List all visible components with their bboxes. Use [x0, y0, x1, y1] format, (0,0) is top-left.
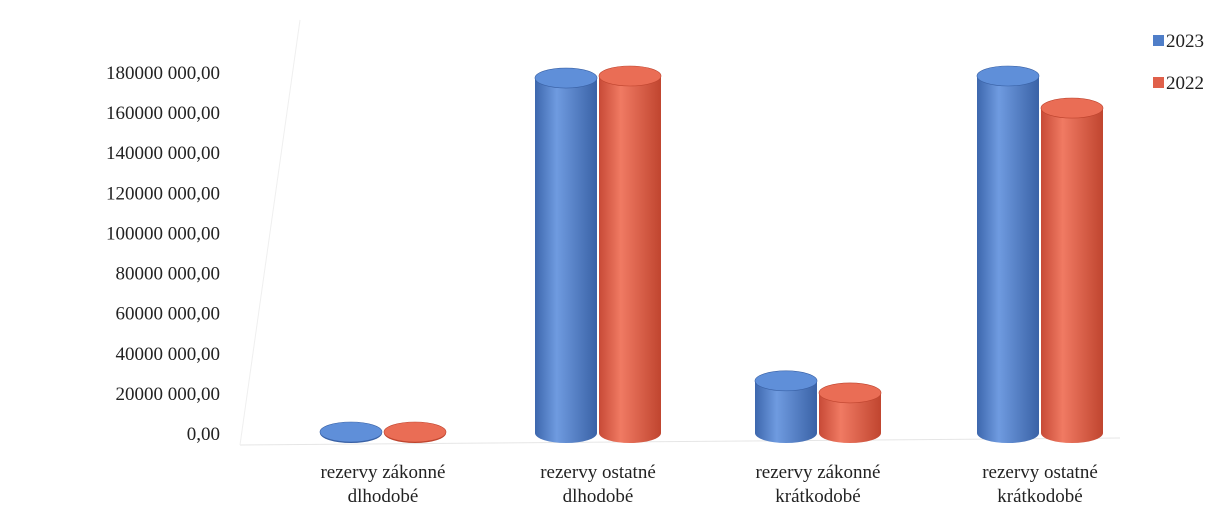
- bar-2022: [383, 421, 447, 443]
- y-axis: 0,00 20000 000,00 40000 000,00 60000 000,00…: [106, 63, 220, 445]
- bar-top: [818, 382, 882, 404]
- bars: [319, 65, 1104, 444]
- bar-top: [319, 421, 383, 443]
- bar-2023: [534, 67, 598, 444]
- y-tick-label: 100000 000,00: [106, 223, 220, 244]
- y-tick-label: 120000 000,00: [106, 183, 220, 204]
- y-tick-label: 20000 000,00: [116, 384, 221, 405]
- bar-body: [535, 78, 597, 444]
- bar-body: [1041, 108, 1103, 443]
- bar-2022: [1040, 97, 1104, 443]
- bar-top: [383, 421, 447, 443]
- bar-top: [598, 65, 662, 87]
- legend: 2023 2022: [1153, 31, 1204, 94]
- y-tick-label: 40000 000,00: [116, 344, 221, 365]
- x-tick-label: rezervy ostatné krátkodobé: [982, 462, 1098, 507]
- x-tick-label: rezervy zákonné krátkodobé: [755, 462, 880, 507]
- y-tick-label: 140000 000,00: [106, 143, 220, 164]
- y-tick-label: 160000 000,00: [106, 103, 220, 124]
- plot-floor: [239, 19, 1121, 446]
- floor-line: [239, 437, 1121, 446]
- y-tick-label: 60000 000,00: [116, 304, 221, 325]
- bar-top: [1040, 97, 1104, 119]
- y-tick-label: 180000 000,00: [106, 63, 220, 84]
- x-tick-label: rezervy ostatné dlhodobé: [540, 462, 656, 507]
- bar-2022: [598, 65, 662, 443]
- bar-body: [819, 392, 881, 443]
- wall-line: [239, 19, 301, 446]
- bar-2023: [319, 421, 383, 443]
- bar-2023: [754, 370, 818, 443]
- bar-2022: [818, 382, 882, 443]
- bar-2023: [976, 65, 1040, 443]
- y-tick-label: 80000 000,00: [116, 264, 221, 285]
- legend-swatch: [1153, 77, 1164, 88]
- x-tick-label: rezervy zákonné dlhodobé: [320, 462, 445, 507]
- x-axis: rezervy zákonné dlhodobé rezervy ostatné dl…: [320, 462, 1097, 507]
- bar-top: [976, 65, 1040, 87]
- legend-label: 2023: [1166, 31, 1204, 52]
- bar-body: [977, 76, 1039, 443]
- legend-label: 2022: [1166, 73, 1204, 94]
- legend-swatch: [1153, 35, 1164, 46]
- bar-body: [599, 76, 661, 443]
- bar-top: [754, 370, 818, 392]
- bar-top: [534, 67, 598, 89]
- bar-body: [755, 380, 817, 443]
- y-tick-label: 0,00: [187, 424, 220, 445]
